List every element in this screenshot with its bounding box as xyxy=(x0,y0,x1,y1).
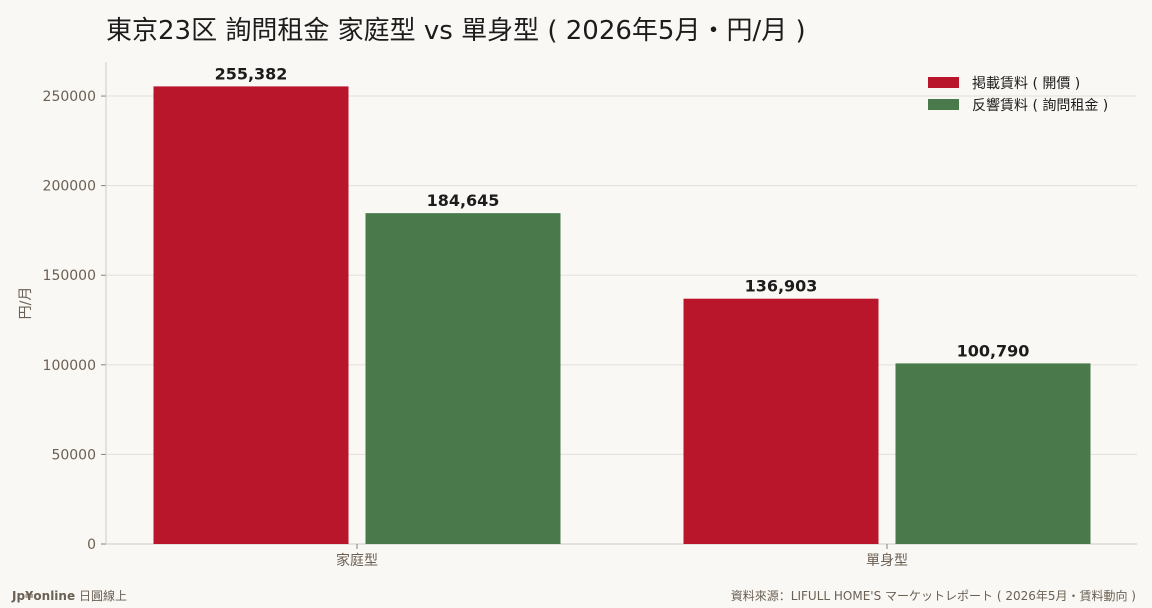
data-label: 100,790 xyxy=(957,341,1030,360)
bar xyxy=(683,298,879,544)
data-label: 184,645 xyxy=(427,191,500,210)
bar xyxy=(895,363,1091,544)
bar xyxy=(153,86,349,544)
source-note: 資料來源：LIFULL HOME'S マーケットレポート ( 2026年5月・賃… xyxy=(730,589,1136,603)
chart-title: 東京23区 詢問租金 家庭型 vs 單身型 ( 2026年5月・円/月 ) xyxy=(106,16,806,46)
data-label: 136,903 xyxy=(745,277,818,296)
data-label: 255,382 xyxy=(215,64,288,83)
y-axis-label: 円/月 xyxy=(18,287,34,320)
brand-logo: Jp¥online 日圓線上 xyxy=(12,587,127,604)
x-tick-label: 家庭型 xyxy=(336,552,378,569)
bar xyxy=(365,213,561,544)
legend-swatch xyxy=(928,99,959,110)
y-tick-label: 100000 xyxy=(43,358,96,374)
y-tick-label: 250000 xyxy=(43,89,96,105)
brand-subtitle: 日圓線上 xyxy=(78,589,127,603)
legend-label: 反響賃料 ( 詢問租金 ) xyxy=(972,97,1108,114)
legend-swatch xyxy=(928,77,959,88)
x-tick-label: 單身型 xyxy=(866,553,908,569)
y-tick-label: 50000 xyxy=(51,447,96,463)
y-tick-label: 0 xyxy=(87,537,96,553)
y-tick-label: 150000 xyxy=(43,268,96,284)
brand-name: Jp¥online xyxy=(12,589,76,603)
y-tick-label: 200000 xyxy=(43,179,96,195)
legend-label: 掲載賃料 ( 開價 ) xyxy=(972,75,1080,92)
